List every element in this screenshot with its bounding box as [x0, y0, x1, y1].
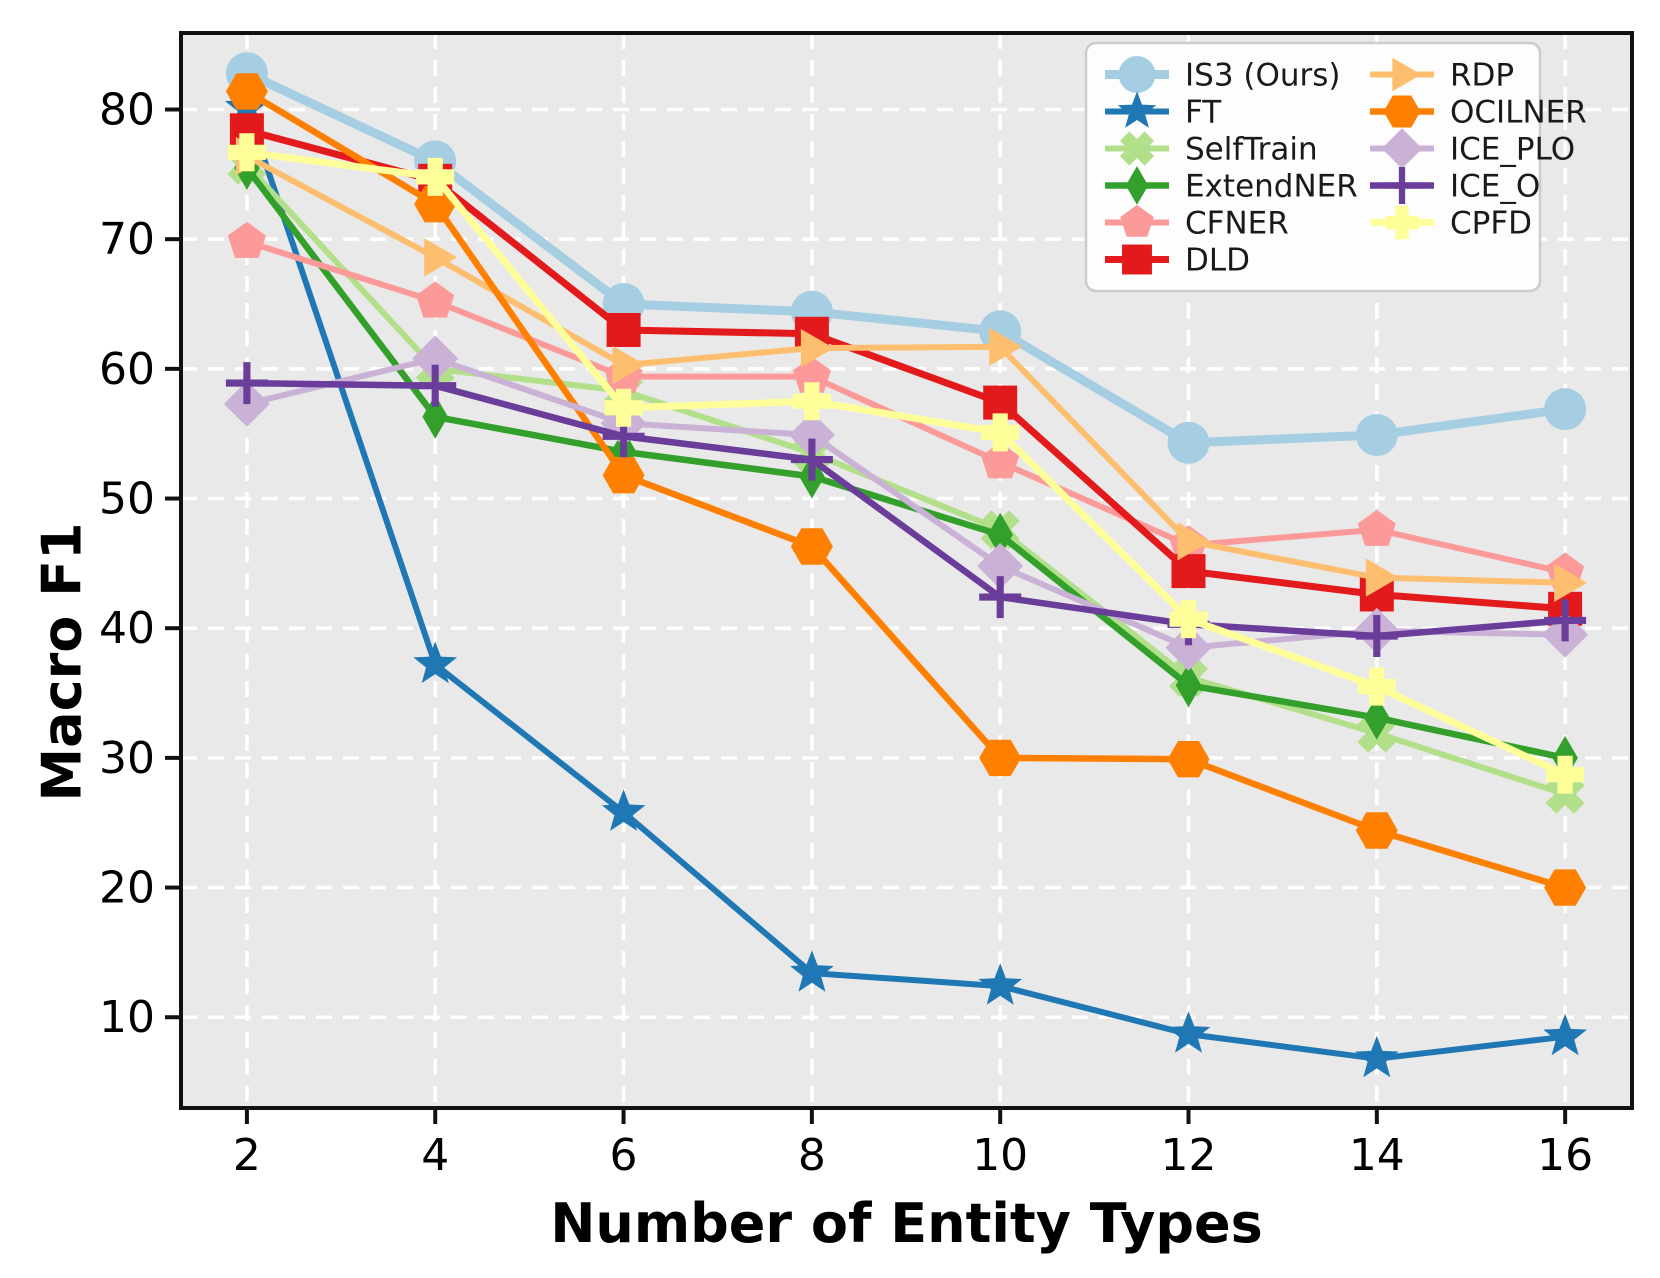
- svg-text:ExtendNER: ExtendNER: [1185, 169, 1358, 205]
- series-group: [223, 52, 1589, 1078]
- legend-entry-cfner: CFNER: [1105, 204, 1289, 242]
- svg-text:70: 70: [99, 214, 155, 265]
- axis-ticks: [165, 107, 1568, 1124]
- svg-text:CFNER: CFNER: [1185, 206, 1289, 242]
- svg-text:30: 30: [99, 733, 155, 784]
- svg-text:14: 14: [1349, 1130, 1405, 1181]
- svg-text:4: 4: [421, 1130, 449, 1181]
- svg-text:ICE_O: ICE_O: [1450, 169, 1540, 205]
- legend-entry-selftrain: SelfTrain: [1105, 131, 1318, 168]
- svg-text:8: 8: [798, 1130, 826, 1181]
- svg-text:10: 10: [972, 1130, 1028, 1181]
- y-axis-title: Macro F1: [30, 522, 94, 802]
- svg-text:80: 80: [99, 85, 155, 136]
- svg-text:IS3 (Ours): IS3 (Ours): [1185, 58, 1341, 94]
- svg-text:FT: FT: [1185, 95, 1222, 131]
- svg-text:20: 20: [99, 863, 155, 914]
- gridlines: [181, 33, 1632, 1108]
- series-cpfd: [227, 133, 1585, 794]
- svg-text:CPFD: CPFD: [1450, 206, 1532, 242]
- legend-entry-dld: DLD: [1105, 243, 1250, 279]
- series-ocilner: [225, 73, 1587, 906]
- svg-text:SelfTrain: SelfTrain: [1185, 132, 1318, 168]
- svg-text:2: 2: [233, 1130, 261, 1181]
- tick-labels: 2 4 6 8 10 12 14 16 10 20 30 40 50 60 70 80: [99, 85, 1593, 1181]
- svg-text:DLD: DLD: [1185, 243, 1250, 279]
- legend-entry-extendner: ExtendNER: [1105, 166, 1358, 205]
- x-axis-title: Number of Entity Types: [550, 1192, 1263, 1255]
- svg-text:ICE_PLO: ICE_PLO: [1450, 132, 1575, 168]
- svg-text:16: 16: [1537, 1130, 1593, 1181]
- svg-text:60: 60: [99, 344, 155, 395]
- svg-text:6: 6: [610, 1130, 638, 1181]
- legend-entry-ft: FT: [1105, 91, 1222, 131]
- svg-text:12: 12: [1161, 1130, 1217, 1181]
- legend-entry-is3-ours: IS3 (Ours): [1105, 56, 1341, 94]
- legend-entry-ice-plo: ICE_PLO: [1370, 128, 1575, 169]
- axes-spines: [179, 31, 1634, 1110]
- legend-entry-rdp: RDP: [1370, 58, 1514, 94]
- svg-text:OCILNER: OCILNER: [1450, 95, 1587, 131]
- svg-text:40: 40: [99, 603, 155, 654]
- legend-entry-ice-o: ICE_O: [1370, 167, 1540, 205]
- legend-entry-cpfd: CPFD: [1370, 206, 1532, 242]
- svg-text:50: 50: [99, 474, 155, 525]
- svg-text:RDP: RDP: [1450, 58, 1514, 94]
- svg-text:10: 10: [99, 992, 155, 1043]
- legend-entry-ocilner: OCILNER: [1370, 95, 1587, 131]
